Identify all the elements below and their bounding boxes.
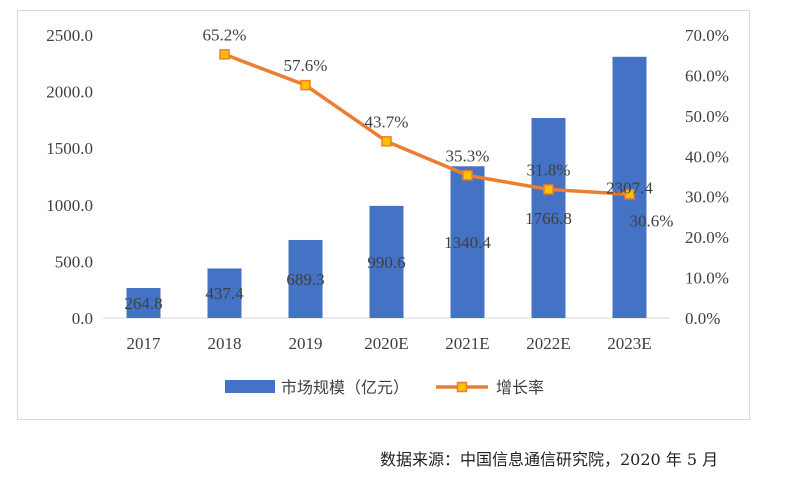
source-note: 数据来源：中国信息通信研究院，2020 年 5 月	[380, 450, 719, 469]
bar	[288, 239, 323, 318]
y-left-tick-label: 500.0	[55, 252, 93, 271]
combo-chart: 0.0 500.0 1000.0 1500.0 2000.0 2500.0 0.0% 10.0…	[46, 25, 729, 397]
bar	[126, 288, 161, 318]
bar	[531, 117, 566, 319]
bar	[450, 166, 485, 318]
x-tick-label: 2017	[127, 334, 162, 353]
x-tick-label: 2018	[208, 334, 242, 353]
y-right-tick-label: 0.0%	[685, 309, 720, 328]
chart-frame: 0.0 500.0 1000.0 1500.0 2000.0 2500.0 0.0% 10.0…	[17, 10, 750, 420]
line-point-marker	[462, 170, 473, 181]
line-point-marker	[624, 189, 635, 200]
y-right-tick-label: 50.0%	[685, 107, 729, 126]
line-value-label: 31.8%	[527, 160, 571, 179]
bar	[207, 268, 242, 318]
y-left-tick-label: 1500.0	[46, 139, 93, 158]
y-right-tick-label: 10.0%	[685, 269, 729, 288]
legend-bar-label: 市场规模（亿元）	[281, 378, 409, 397]
bar-value-label: 264.8	[124, 294, 162, 313]
bar-value-label: 1340.4	[444, 233, 491, 252]
line-value-label: 43.7%	[365, 112, 409, 131]
bar-value-label: 990.6	[367, 253, 405, 272]
x-tick-label: 2023E	[607, 334, 651, 353]
bar-value-label: 2307.4	[606, 178, 653, 197]
legend-bar-swatch	[225, 380, 275, 393]
y-left-tick-label: 2500.0	[46, 26, 93, 45]
x-tick-label: 2022E	[526, 334, 570, 353]
y-left-tick-label: 2000.0	[46, 83, 93, 102]
line-point-marker	[219, 49, 230, 60]
line-value-label: 65.2%	[203, 25, 247, 44]
line-value-label: 57.6%	[284, 56, 328, 75]
growth-rate-line	[223, 52, 630, 197]
bar-value-label: 437.4	[205, 284, 244, 303]
y-right-tick-label: 40.0%	[685, 147, 729, 166]
x-tick-label: 2020E	[364, 334, 408, 353]
y-right-tick-label: 30.0%	[685, 188, 729, 207]
bar	[612, 56, 647, 319]
bar	[369, 205, 404, 318]
legend-line-marker	[456, 381, 468, 393]
legend-line-label: 增长率	[496, 378, 544, 397]
x-tick-label: 2021E	[445, 334, 489, 353]
bar-value-label: 1766.8	[525, 209, 572, 228]
line-point-marker	[543, 184, 554, 195]
bar-value-label: 689.3	[286, 270, 324, 289]
y-right-tick-label: 70.0%	[685, 26, 729, 45]
y-right-tick-label: 60.0%	[685, 66, 729, 85]
line-value-label: 35.3%	[446, 146, 490, 165]
x-tick-label: 2019	[289, 334, 323, 353]
y-right-tick-label: 20.0%	[685, 228, 729, 247]
y-left-tick-label: 1000.0	[46, 196, 93, 215]
line-point-marker	[381, 136, 392, 147]
y-left-tick-label: 0.0	[72, 309, 93, 328]
line-point-marker	[300, 79, 311, 91]
line-value-label: 30.6%	[630, 211, 674, 230]
